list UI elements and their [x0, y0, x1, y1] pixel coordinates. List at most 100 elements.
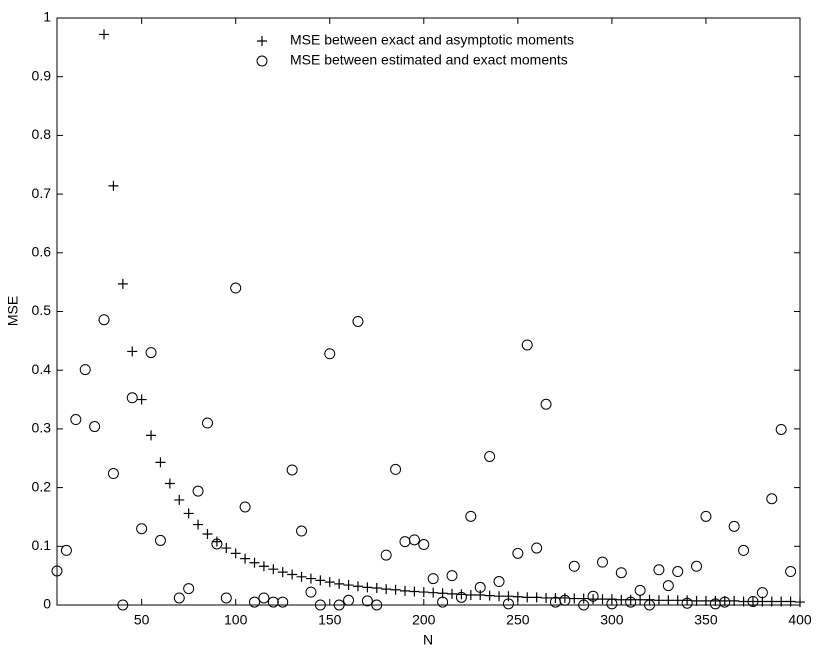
data-point — [578, 599, 590, 611]
data-point — [795, 597, 805, 608]
data-point — [596, 556, 608, 568]
data-point — [183, 583, 195, 595]
data-point — [408, 534, 420, 546]
data-point — [249, 596, 261, 608]
data-point — [756, 587, 768, 599]
data-point — [324, 348, 336, 360]
data-point — [211, 536, 222, 547]
data-point — [512, 547, 524, 559]
data-point — [277, 596, 289, 608]
y-tick-label: 0.8 — [32, 126, 52, 142]
data-point — [775, 423, 787, 435]
data-point — [474, 581, 486, 593]
data-point — [606, 598, 618, 610]
data-point — [437, 596, 449, 608]
data-point — [785, 566, 797, 578]
data-point — [239, 501, 251, 513]
data-point — [399, 585, 410, 596]
data-point — [597, 594, 608, 605]
data-point — [154, 534, 166, 546]
data-point — [625, 596, 637, 608]
data-point — [738, 544, 750, 556]
data-point — [691, 560, 703, 572]
data-point — [352, 581, 363, 592]
data-point — [447, 588, 458, 599]
data-point — [653, 595, 664, 606]
y-tick-label: 0.5 — [32, 302, 52, 318]
legend-label: MSE between estimated and exact moments — [290, 52, 568, 68]
data-point — [682, 595, 693, 606]
data-point — [710, 595, 721, 606]
data-point — [324, 577, 335, 588]
data-point — [691, 595, 702, 606]
data-point — [371, 599, 383, 611]
data-point — [362, 582, 373, 593]
data-point — [361, 595, 373, 607]
data-point — [540, 398, 552, 410]
legend-label: MSE between exact and asymptotic moments — [290, 32, 574, 48]
data-point — [521, 339, 533, 351]
data-point — [588, 594, 599, 605]
data-point — [108, 180, 119, 191]
data-point — [522, 592, 533, 603]
data-point — [268, 564, 279, 575]
data-point — [98, 314, 110, 326]
data-point — [211, 538, 223, 550]
data-point — [653, 564, 665, 576]
data-point — [117, 599, 129, 611]
data-point — [51, 565, 63, 577]
y-tick-label: 0.3 — [32, 420, 52, 436]
data-point — [418, 587, 429, 598]
data-point — [136, 394, 147, 405]
data-point — [541, 592, 552, 603]
data-point — [644, 599, 656, 611]
data-point — [399, 536, 411, 548]
data-point — [663, 595, 674, 606]
data-point — [502, 598, 514, 610]
x-tick-label: 250 — [506, 612, 530, 628]
data-point — [776, 596, 787, 607]
data-point — [446, 570, 458, 582]
data-point — [559, 592, 570, 603]
data-point — [409, 586, 420, 597]
data-point — [60, 544, 72, 556]
data-point — [343, 580, 354, 591]
data-point — [635, 594, 646, 605]
data-point — [277, 567, 288, 578]
data-point — [615, 567, 627, 579]
x-tick-label: 400 — [788, 612, 812, 628]
y-tick-label: 0.2 — [32, 478, 52, 494]
data-point — [173, 592, 185, 604]
data-point — [672, 595, 683, 606]
data-point — [484, 590, 495, 601]
data-point — [258, 561, 269, 572]
data-point — [89, 421, 101, 433]
data-point — [531, 542, 543, 554]
data-point — [296, 571, 307, 582]
data-point — [559, 594, 571, 606]
data-point — [136, 523, 148, 535]
data-point — [662, 580, 674, 592]
data-point — [117, 278, 128, 289]
x-tick-label: 200 — [412, 612, 436, 628]
data-point — [305, 573, 316, 584]
y-tick-label: 1 — [43, 9, 51, 25]
data-point — [616, 594, 627, 605]
x-tick-label: 150 — [318, 612, 342, 628]
y-tick-label: 0.1 — [32, 537, 52, 553]
data-point — [230, 282, 242, 294]
data-point — [221, 543, 232, 554]
data-point — [193, 519, 204, 530]
data-point — [484, 450, 496, 462]
data-point — [333, 599, 345, 611]
data-point — [503, 591, 514, 602]
data-point — [249, 557, 260, 568]
data-point — [201, 417, 213, 429]
data-point — [314, 599, 326, 611]
data-point — [493, 576, 505, 588]
data-point — [700, 510, 712, 522]
data-point — [455, 591, 467, 603]
data-point — [729, 595, 740, 606]
data-point — [174, 494, 185, 505]
data-point — [569, 593, 580, 604]
